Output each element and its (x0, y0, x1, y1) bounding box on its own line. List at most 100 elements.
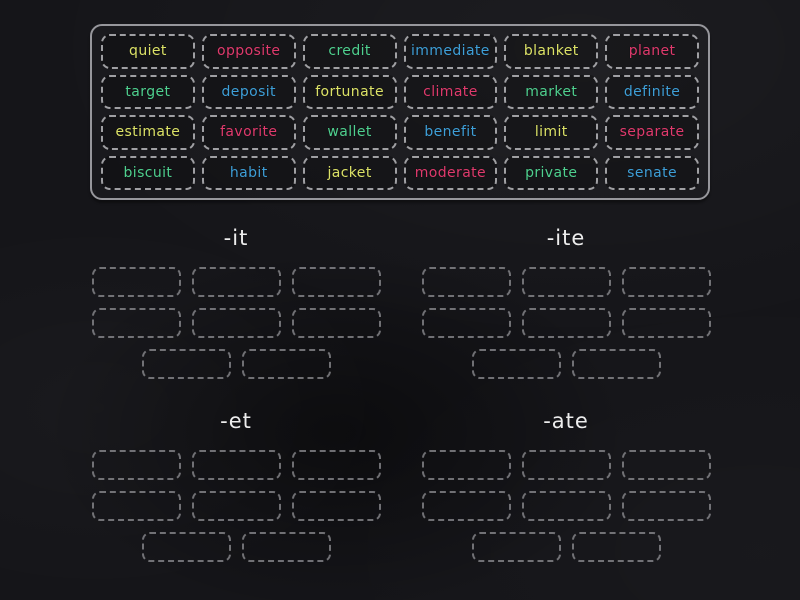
drop-slot[interactable] (141, 349, 231, 379)
word-tile[interactable]: limit (504, 115, 599, 150)
group-ate-label: -ate (543, 409, 589, 433)
drop-slot[interactable] (621, 308, 711, 338)
word-tile-label: separate (619, 124, 685, 141)
word-tray: quiet opposite credit immediate blanket … (90, 24, 710, 200)
drop-slot[interactable] (471, 532, 561, 562)
word-tile[interactable]: blanket (504, 34, 599, 69)
word-tile-label: favorite (220, 124, 278, 141)
drop-slot[interactable] (91, 491, 181, 521)
word-tile[interactable]: market (504, 74, 599, 109)
slot-row (91, 532, 381, 562)
drop-slot[interactable] (291, 308, 381, 338)
word-tile[interactable]: benefit (403, 115, 498, 150)
drop-slot[interactable] (421, 267, 511, 297)
word-tile[interactable]: jacket (302, 155, 397, 190)
drop-slot[interactable] (241, 349, 331, 379)
group-it-label: -it (223, 226, 249, 250)
group-it: -it (91, 226, 381, 390)
slot-row (421, 532, 711, 562)
drop-slot[interactable] (191, 450, 281, 480)
word-tile[interactable]: target (101, 74, 195, 109)
drop-slot[interactable] (291, 450, 381, 480)
word-tile[interactable]: habit (201, 155, 296, 190)
word-tile-label: definite (623, 83, 681, 100)
drop-slot[interactable] (421, 450, 511, 480)
word-tile-label: estimate (115, 124, 181, 141)
word-tile[interactable]: senate (605, 155, 699, 190)
drop-slot[interactable] (91, 450, 181, 480)
word-tile[interactable]: fortunate (302, 74, 397, 109)
word-tile-label: fortunate (315, 83, 384, 100)
word-tile-label: target (125, 83, 171, 100)
group-ate: -ate (421, 409, 711, 573)
drop-slot[interactable] (571, 349, 661, 379)
word-tile-label: habit (229, 164, 268, 181)
word-tile[interactable]: credit (302, 34, 397, 69)
word-tile-label: opposite (217, 43, 281, 60)
drop-slot[interactable] (471, 349, 561, 379)
drop-slot[interactable] (421, 308, 511, 338)
word-tile[interactable]: definite (605, 74, 699, 109)
drop-slot[interactable] (291, 491, 381, 521)
group-ite: -ite (421, 226, 711, 390)
slot-row (421, 491, 711, 521)
word-tile[interactable]: wallet (302, 115, 397, 150)
drop-slot[interactable] (621, 491, 711, 521)
slot-row (421, 267, 711, 297)
word-tile-label: credit (328, 43, 371, 60)
slot-row (91, 349, 381, 379)
word-tile[interactable]: opposite (201, 34, 296, 69)
drop-slot[interactable] (421, 491, 511, 521)
word-tile-label: benefit (424, 124, 477, 141)
word-tile[interactable]: biscuit (101, 155, 195, 190)
group-et-label: -et (220, 409, 252, 433)
drop-slot[interactable] (571, 532, 661, 562)
drop-slot[interactable] (91, 267, 181, 297)
word-tile[interactable]: favorite (201, 115, 296, 150)
drop-slot[interactable] (291, 267, 381, 297)
word-tile[interactable]: immediate (403, 34, 498, 69)
word-tile[interactable]: planet (605, 34, 699, 69)
slot-row (91, 450, 381, 480)
slot-row (91, 308, 381, 338)
drop-slot[interactable] (521, 267, 611, 297)
drop-slot[interactable] (521, 450, 611, 480)
word-tile[interactable]: estimate (101, 115, 195, 150)
word-tile-label: climate (423, 83, 478, 100)
word-tile-label: moderate (414, 164, 487, 181)
drop-slot[interactable] (91, 308, 181, 338)
word-tile-label: quiet (129, 43, 167, 60)
word-tile[interactable]: separate (605, 115, 699, 150)
drop-slot[interactable] (621, 267, 711, 297)
word-tile-label: deposit (221, 83, 276, 100)
drop-slot[interactable] (521, 491, 611, 521)
drop-slot[interactable] (241, 532, 331, 562)
word-tile-label: senate (627, 164, 678, 181)
drop-slot[interactable] (521, 308, 611, 338)
drop-slot[interactable] (191, 267, 281, 297)
word-tile-label: private (525, 164, 578, 181)
word-tile[interactable]: deposit (201, 74, 296, 109)
word-tile[interactable]: private (504, 155, 599, 190)
word-tile-label: wallet (327, 124, 372, 141)
group-ite-label: -ite (546, 226, 586, 250)
slot-row (421, 308, 711, 338)
drop-slot[interactable] (191, 491, 281, 521)
word-tile-label: planet (628, 43, 676, 60)
word-tile[interactable]: climate (403, 74, 498, 109)
slot-row (421, 349, 711, 379)
group-et: -et (91, 409, 381, 573)
drop-slot[interactable] (191, 308, 281, 338)
drop-slot[interactable] (141, 532, 231, 562)
drop-slot[interactable] (621, 450, 711, 480)
word-tile-label: jacket (327, 164, 372, 181)
word-tile[interactable]: quiet (101, 34, 195, 69)
word-tile-label: limit (534, 124, 568, 141)
word-tile-label: blanket (523, 43, 579, 60)
slot-row (91, 267, 381, 297)
slot-row (91, 491, 381, 521)
word-tile[interactable]: moderate (403, 155, 498, 190)
word-tile-label: market (525, 83, 578, 100)
word-tile-label: biscuit (123, 164, 173, 181)
